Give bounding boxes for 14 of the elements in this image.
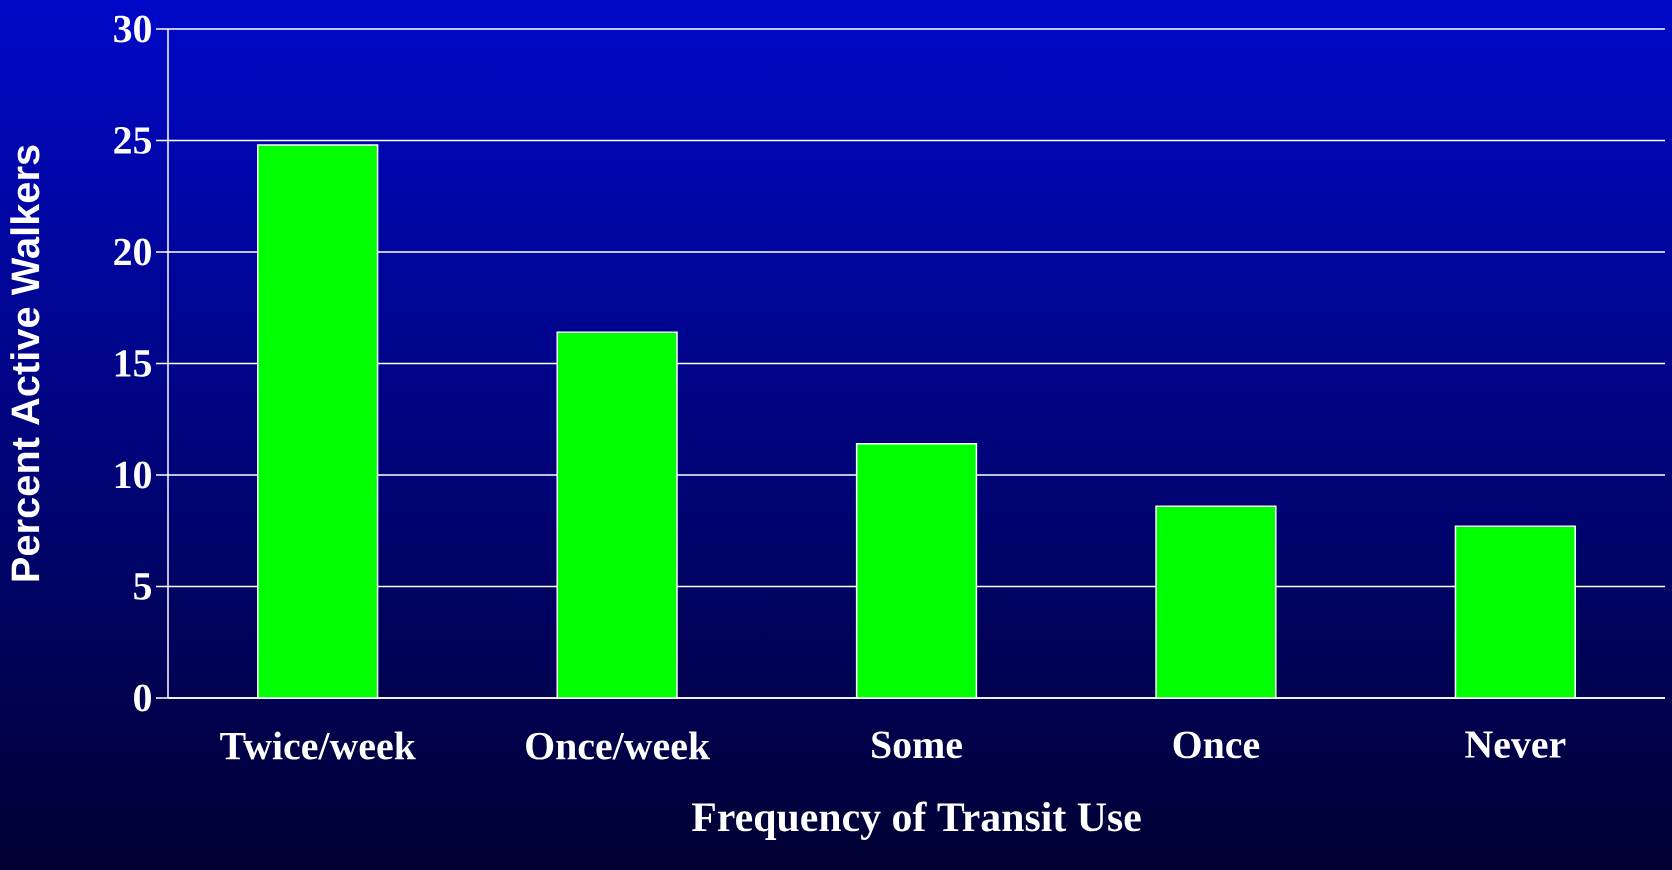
x-tick-label: Some — [872, 731, 962, 759]
y-axis-title: Percent Active Walkers — [10, 145, 40, 581]
y-tick-label: 0 — [134, 684, 151, 712]
x-tick-label: Once/week — [526, 731, 711, 760]
y-tick-label: 20 — [114, 238, 151, 266]
y-tick-label: 15 — [115, 350, 152, 377]
y-tick-label: 30 — [114, 15, 151, 43]
x-tick-label: Once — [1173, 731, 1260, 759]
y-tick-label: 5 — [134, 573, 152, 600]
y-tick-label: 25 — [114, 127, 152, 154]
x-tick-label: Never — [1465, 731, 1566, 758]
x-tick-label: Twice/week — [220, 731, 416, 760]
x-axis-title: Frequency of Transit Use — [691, 801, 1141, 841]
y-tick-label: 10 — [115, 461, 151, 489]
